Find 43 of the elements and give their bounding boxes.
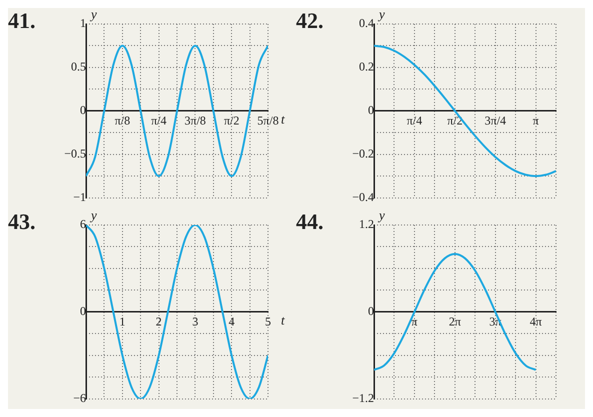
x-tick-label: 2π <box>448 314 461 328</box>
x-axis-title: t <box>281 111 285 126</box>
x-tick-label: 5π/8 <box>257 113 279 128</box>
x-tick-label: 2 <box>156 314 162 328</box>
y-tick-label: −0.2 <box>352 146 374 161</box>
x-tick-label: 4 <box>228 314 235 328</box>
y-tick-label: 0.4 <box>359 16 374 30</box>
y-tick-label: −6 <box>73 390 86 405</box>
y-tick-label: −1 <box>73 190 86 204</box>
x-tick-label: π/2 <box>224 113 240 128</box>
y-axis-title: y <box>89 6 97 22</box>
x-tick-label: 4π <box>530 314 542 328</box>
x-axis-title: t <box>281 312 285 328</box>
y-tick-label: 1 <box>80 16 86 30</box>
y-tick-label: 6 <box>80 217 86 232</box>
y-axis-title: y <box>377 207 385 222</box>
chart-title: 42. <box>296 8 324 34</box>
x-tick-label: 3π/4 <box>484 113 506 128</box>
line-series <box>374 44 556 178</box>
y-tick-label: −0.4 <box>352 190 374 204</box>
y-tick-label: 0 <box>368 304 374 318</box>
x-tick-label: 3 <box>192 314 198 328</box>
y-tick-label: 0 <box>80 103 86 118</box>
y-axis-title: y <box>89 207 97 222</box>
y-axis-title: y <box>377 6 385 22</box>
chart-title: 41. <box>8 8 36 34</box>
y-tick-label: 1.2 <box>359 217 374 232</box>
x-tick-label: π/8 <box>114 113 130 128</box>
x-tick-label: π <box>411 314 418 328</box>
y-tick-label: −1.2 <box>352 390 374 405</box>
y-tick-label: 0 <box>80 304 86 318</box>
y-tick-label: 0.5 <box>71 60 86 74</box>
chart-title: 44. <box>296 209 324 235</box>
x-tick-label: 5 <box>265 314 271 328</box>
x-tick-label: 3π/8 <box>184 113 206 128</box>
y-tick-label: 0.2 <box>359 60 374 74</box>
x-tick-label: π/4 <box>406 113 422 128</box>
chart-title: 43. <box>8 209 36 235</box>
y-tick-label: −0.5 <box>64 146 86 161</box>
y-tick-label: 0 <box>368 103 374 118</box>
x-tick-label: π <box>532 113 539 128</box>
x-tick-label: 1 <box>119 314 126 328</box>
x-tick-label: π/4 <box>151 113 166 128</box>
